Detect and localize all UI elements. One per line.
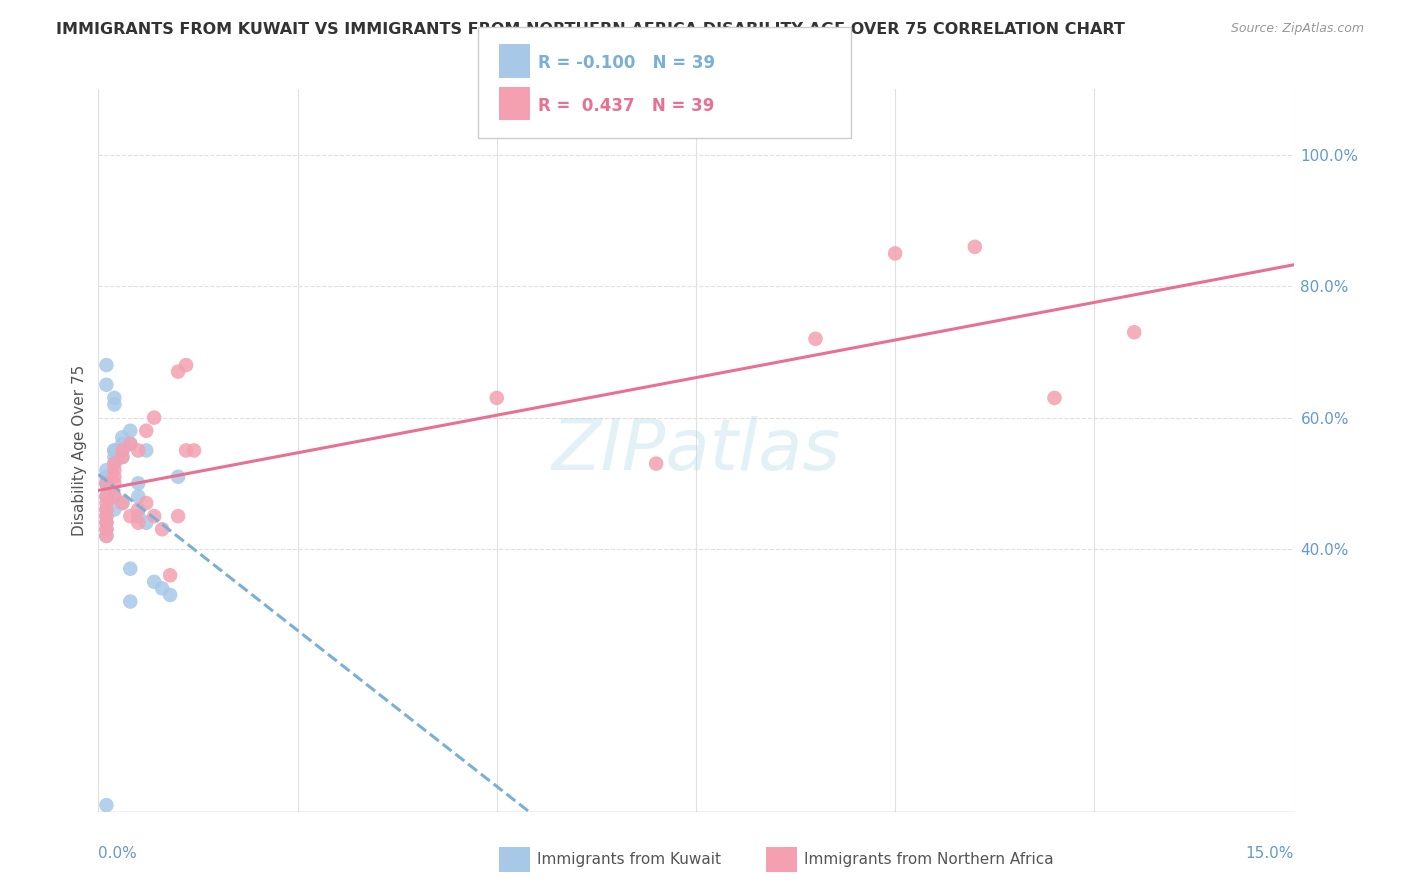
Point <box>96 476 118 491</box>
Point <box>103 490 125 504</box>
Point <box>645 457 668 471</box>
Point <box>96 516 118 530</box>
Point <box>127 476 149 491</box>
Text: Immigrants from Northern Africa: Immigrants from Northern Africa <box>804 853 1054 867</box>
Point <box>111 496 134 510</box>
Point <box>120 424 142 438</box>
Point <box>103 397 125 411</box>
Point <box>103 457 125 471</box>
Point <box>135 496 157 510</box>
Point <box>96 509 118 524</box>
Point <box>1043 391 1066 405</box>
Point <box>96 377 118 392</box>
Point <box>103 391 125 405</box>
Point <box>143 509 166 524</box>
Point <box>96 463 118 477</box>
Point <box>135 516 157 530</box>
Point <box>127 490 149 504</box>
Text: Source: ZipAtlas.com: Source: ZipAtlas.com <box>1230 22 1364 36</box>
Point <box>96 798 118 813</box>
Point <box>103 457 125 471</box>
Point <box>96 502 118 516</box>
Y-axis label: Disability Age Over 75: Disability Age Over 75 <box>72 365 87 536</box>
Point <box>127 443 149 458</box>
Point <box>120 437 142 451</box>
Point <box>159 588 181 602</box>
Point <box>127 516 149 530</box>
Point <box>1123 325 1146 339</box>
Point <box>120 437 142 451</box>
Point <box>96 490 118 504</box>
Point <box>96 522 118 536</box>
Point <box>96 509 118 524</box>
Point <box>111 450 134 464</box>
Point <box>111 496 134 510</box>
Point <box>159 568 181 582</box>
Point <box>103 443 125 458</box>
Text: Immigrants from Kuwait: Immigrants from Kuwait <box>537 853 721 867</box>
Point <box>103 476 125 491</box>
Point <box>96 522 118 536</box>
Point <box>96 490 118 504</box>
Point <box>96 496 118 510</box>
Point <box>111 430 134 444</box>
Text: IMMIGRANTS FROM KUWAIT VS IMMIGRANTS FROM NORTHERN AFRICA DISABILITY AGE OVER 75: IMMIGRANTS FROM KUWAIT VS IMMIGRANTS FRO… <box>56 22 1125 37</box>
Point <box>103 463 125 477</box>
Text: R =  0.437   N = 39: R = 0.437 N = 39 <box>538 97 714 115</box>
Point <box>103 490 125 504</box>
Point <box>174 358 197 372</box>
Point <box>103 443 125 458</box>
Point <box>884 246 907 260</box>
Point <box>485 391 508 405</box>
Point <box>111 450 134 464</box>
Point <box>111 437 134 451</box>
Text: 0.0%: 0.0% <box>98 847 138 862</box>
Point <box>135 424 157 438</box>
Point <box>143 410 166 425</box>
Point <box>111 443 134 458</box>
Point <box>96 358 118 372</box>
Point <box>127 502 149 516</box>
Point <box>103 450 125 464</box>
Point <box>167 509 190 524</box>
Point <box>103 469 125 483</box>
Point <box>143 574 166 589</box>
Point <box>96 469 118 483</box>
Point <box>167 365 190 379</box>
Point <box>135 443 157 458</box>
Point <box>804 332 827 346</box>
Point <box>150 522 173 536</box>
Point <box>167 469 190 483</box>
Point <box>127 509 149 524</box>
Point <box>96 502 118 516</box>
Point <box>111 443 134 458</box>
Point <box>120 562 142 576</box>
Point <box>174 443 197 458</box>
Point <box>963 240 986 254</box>
Text: R = -0.100   N = 39: R = -0.100 N = 39 <box>538 54 716 72</box>
Point <box>120 509 142 524</box>
Point <box>96 529 118 543</box>
Point <box>96 516 118 530</box>
Point <box>183 443 205 458</box>
Text: ZIPatlas: ZIPatlas <box>551 416 841 485</box>
Text: 15.0%: 15.0% <box>1246 847 1294 862</box>
Point <box>120 594 142 608</box>
Point <box>96 476 118 491</box>
Point <box>96 529 118 543</box>
Point <box>96 476 118 491</box>
Point <box>103 502 125 516</box>
Point <box>150 582 173 596</box>
